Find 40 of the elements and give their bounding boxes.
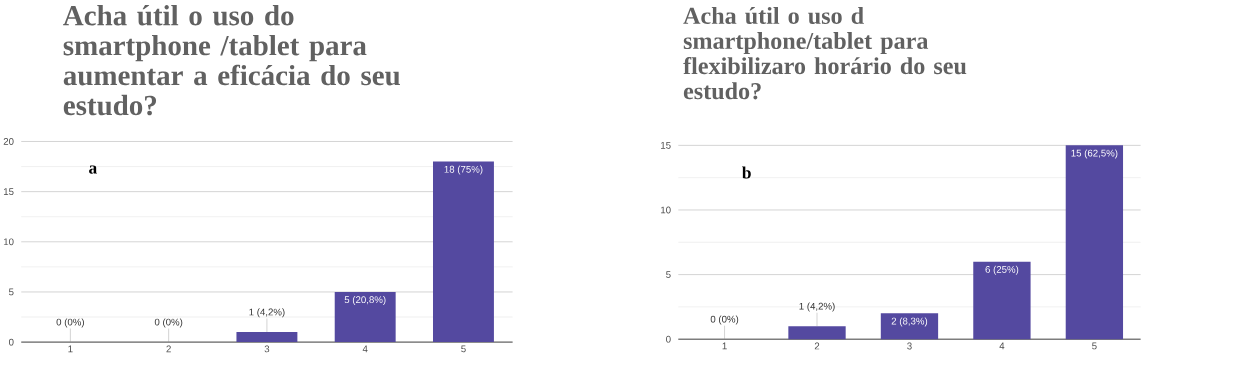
bar (1065, 145, 1124, 340)
data-label: 1 (4,2%) (249, 308, 285, 318)
x-tick-label: 3 (907, 342, 912, 350)
y-tick-label: 0 (666, 335, 671, 343)
x-tick-label: 2 (166, 345, 171, 353)
data-label: 0 (0%) (710, 315, 739, 325)
x-tick-label: 4 (362, 345, 368, 353)
annotation: a (89, 165, 97, 174)
x-tick-label: 1 (68, 345, 73, 353)
y-tick-label: 5 (666, 271, 671, 279)
data-label: 0 (0%) (154, 318, 183, 328)
y-tick-label: 10 (3, 238, 14, 246)
y-tick-label: 0 (8, 338, 14, 346)
annotation: b (742, 166, 751, 179)
y-tick-label: 5 (8, 288, 14, 296)
data-label: 5 (20,8%) (344, 296, 386, 306)
data-label: 18 (75%) (444, 165, 483, 175)
x-tick-label: 2 (814, 342, 820, 350)
x-tick-label: 5 (1092, 342, 1097, 350)
bar (433, 161, 494, 343)
y-tick-label: 10 (661, 206, 671, 214)
x-tick-label: 1 (722, 342, 727, 350)
y-tick-label: 20 (3, 138, 14, 146)
y-tick-label: 15 (661, 142, 671, 149)
data-label: 0 (0%) (56, 318, 84, 328)
bar (973, 261, 1031, 340)
data-label: 15 (62,5%) (1071, 149, 1118, 159)
data-label: 6 (25%) (985, 265, 1019, 275)
data-label: 1 (4,2%) (799, 302, 835, 312)
chart-title: Acha útil o uso d smartphone/tablet para flexibilizaro horário do seu estudo? (683, 7, 967, 100)
x-tick-label: 5 (461, 345, 466, 353)
data-label: 2 (8,3%) (891, 317, 928, 327)
chart-title: Acha útil o uso do smartphone /tablet para aumentar a eficácia do seu estudo? (63, 5, 400, 116)
x-tick-label: 4 (999, 342, 1005, 350)
bar (880, 313, 939, 340)
bar (788, 326, 846, 340)
bar (236, 332, 298, 343)
bar (334, 292, 396, 343)
x-tick-label: 3 (264, 345, 270, 353)
y-tick-label: 15 (3, 188, 14, 196)
